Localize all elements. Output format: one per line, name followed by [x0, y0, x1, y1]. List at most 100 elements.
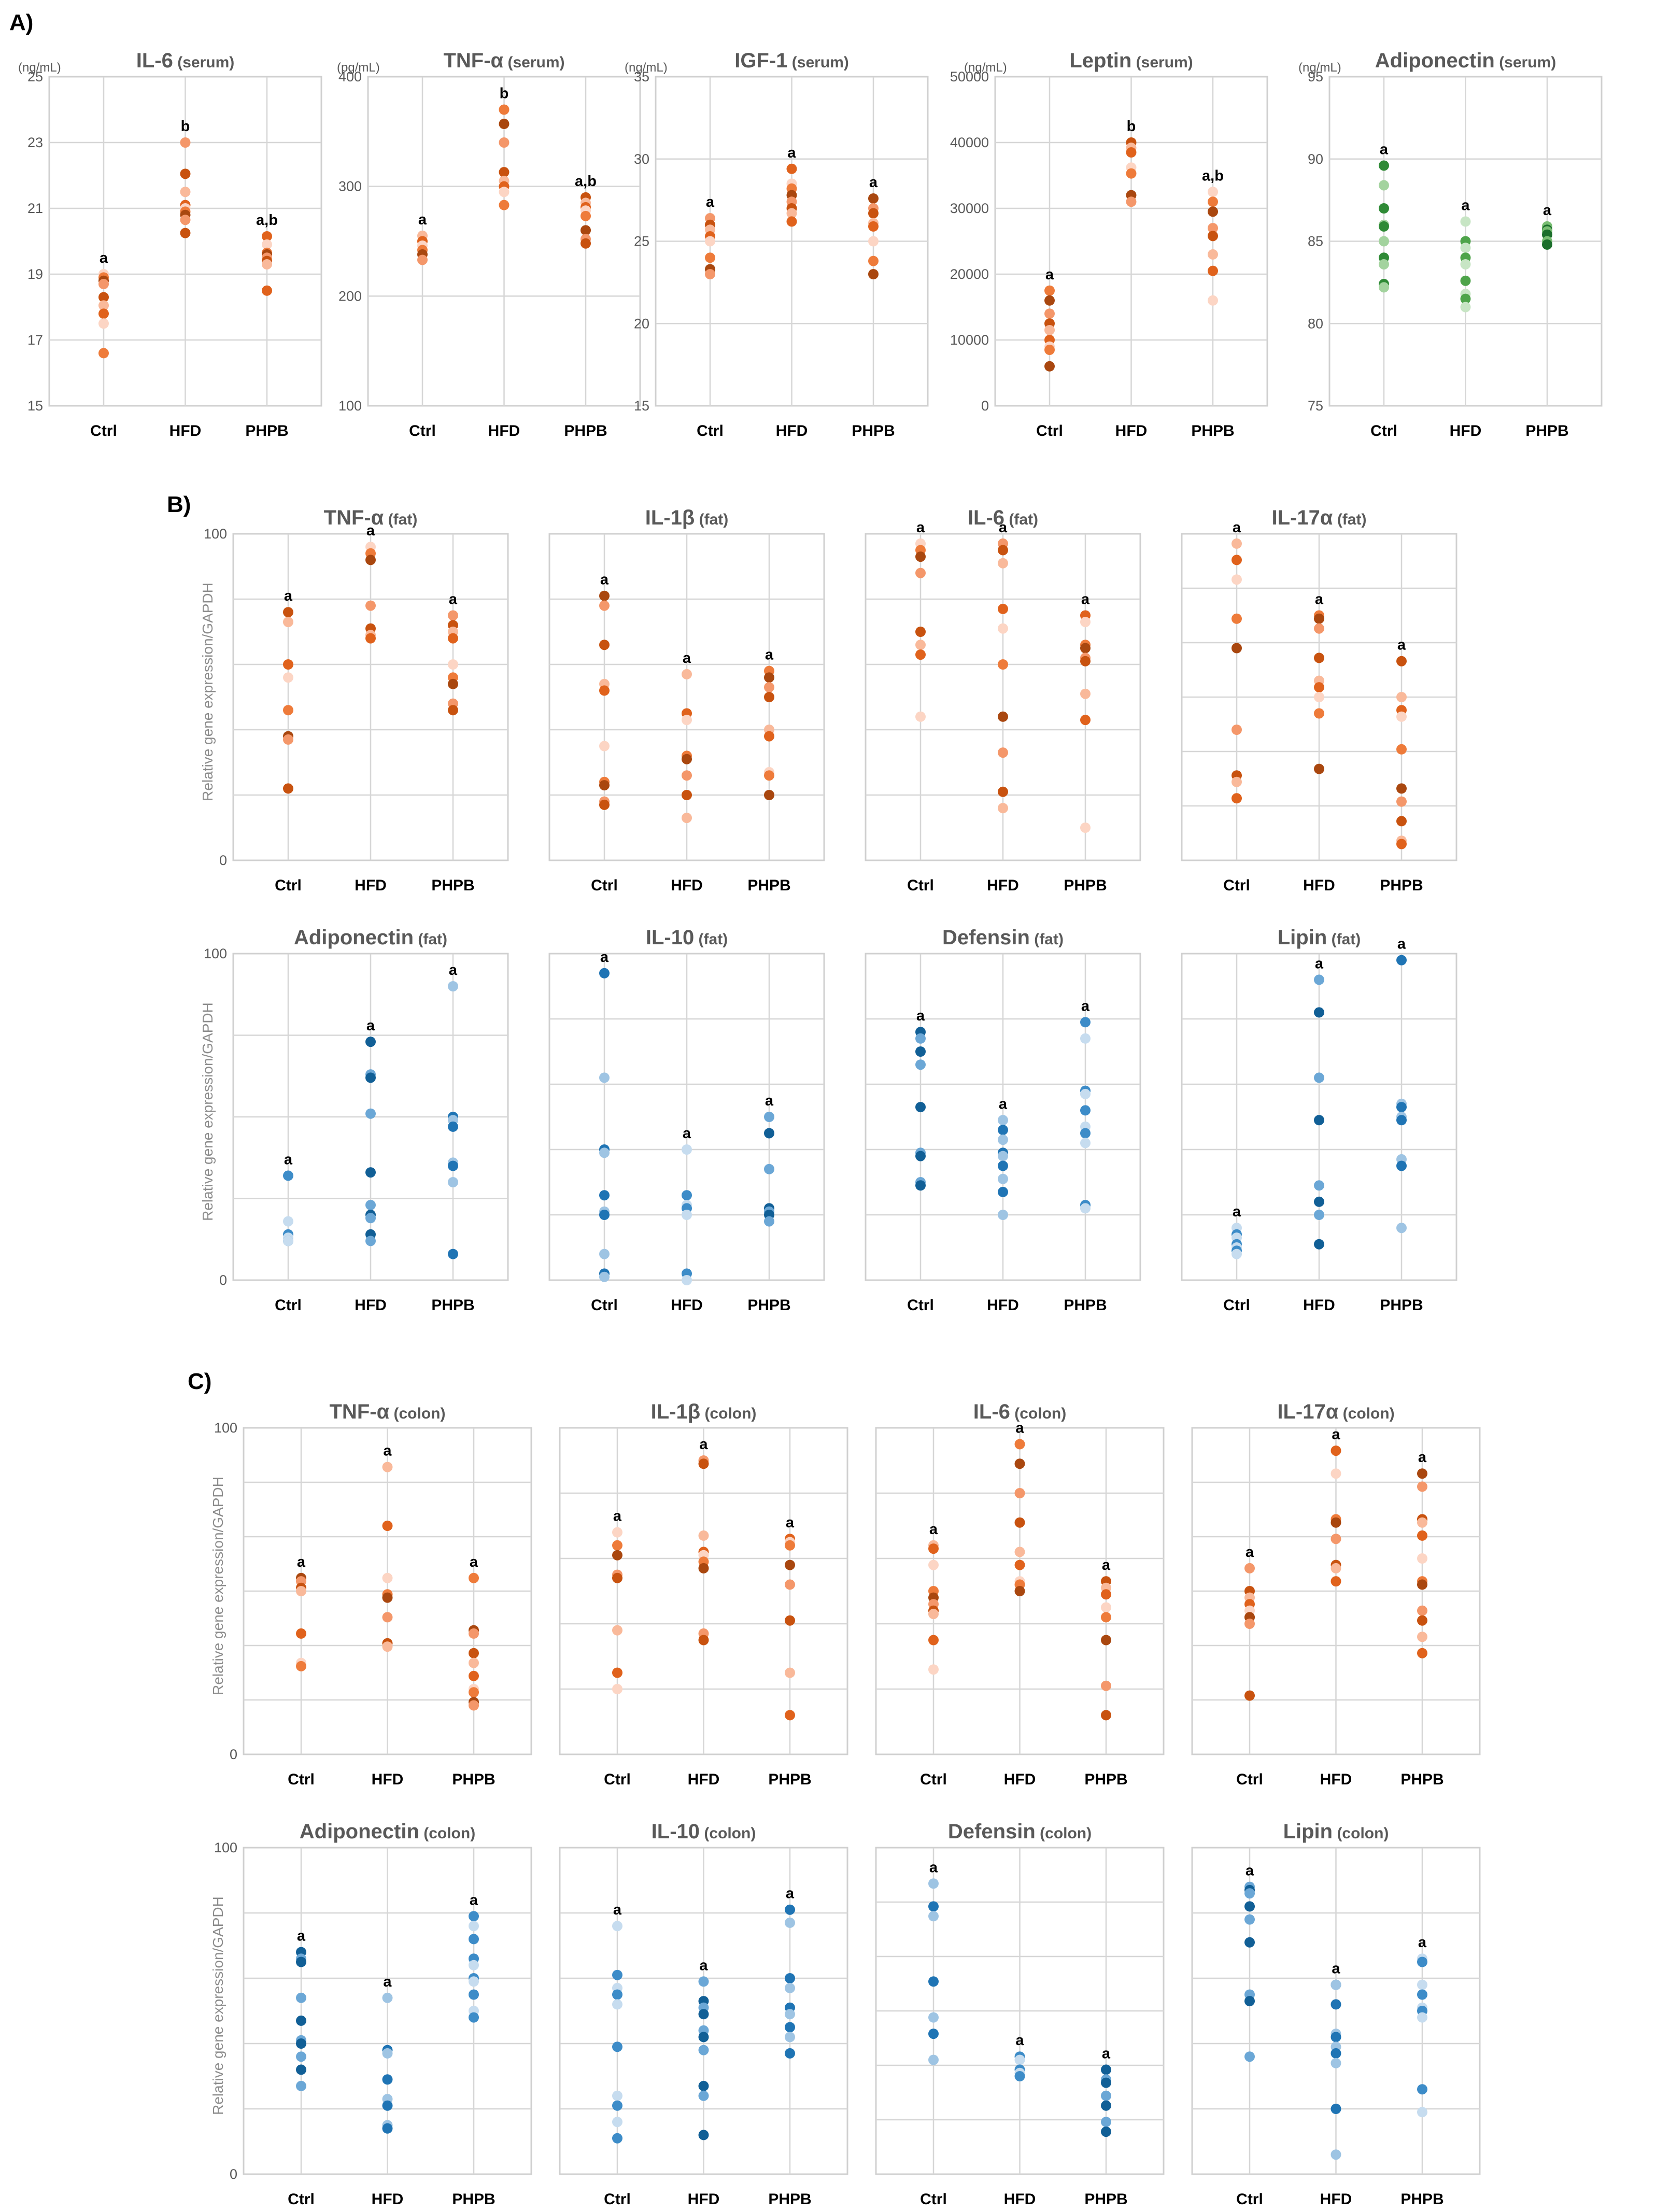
- data-point: [448, 1177, 458, 1187]
- chart-title-sub: (serum): [1131, 54, 1193, 71]
- chart-title: IL-17α (fat): [1272, 506, 1367, 529]
- y-tick-label: 100: [214, 1420, 237, 1436]
- chart-title-sub: (fat): [695, 511, 728, 528]
- data-point: [1014, 1488, 1025, 1498]
- data-point: [98, 308, 109, 319]
- data-point: [868, 269, 879, 279]
- data-point: [1080, 1033, 1091, 1044]
- data-point: [469, 1911, 479, 1922]
- significance-label: a: [683, 650, 691, 667]
- data-point: [1101, 2090, 1111, 2101]
- unit-label: (ng/mL): [964, 61, 1007, 75]
- data-point: [928, 2012, 939, 2023]
- data-point: [1331, 2104, 1341, 2114]
- data-point: [698, 2130, 709, 2140]
- data-point: [283, 607, 293, 618]
- data-point: [998, 1160, 1008, 1171]
- data-point: [365, 1037, 376, 1047]
- significance-label: a: [929, 1521, 938, 1538]
- unit-label: (ng/mL): [18, 61, 61, 75]
- data-point: [786, 216, 797, 227]
- data-point: [928, 1901, 939, 1912]
- significance-label: a: [418, 211, 427, 228]
- significance-label: a: [999, 519, 1008, 536]
- data-point: [698, 1563, 709, 1573]
- data-point: [1417, 1553, 1427, 1564]
- data-point: [612, 1625, 622, 1636]
- data-point: [1232, 574, 1242, 585]
- x-category-label: HFD: [488, 422, 520, 439]
- data-point: [915, 627, 926, 637]
- x-category-label: PHPB: [747, 1297, 790, 1314]
- chart-title: Leptin (serum): [1069, 49, 1193, 72]
- data-point: [1396, 839, 1407, 849]
- chart-title-sub: (serum): [173, 54, 234, 71]
- chart-5: Adiponectin (serum) (ng/mL) 75 80 85 90 95 Ctrl…: [1298, 49, 1603, 439]
- data-point: [928, 1664, 939, 1675]
- data-point: [1314, 613, 1324, 624]
- chart-title: Adiponectin (serum): [1375, 49, 1556, 72]
- significance-label: a: [683, 1125, 691, 1142]
- data-point: [283, 734, 293, 745]
- x-category-label: Ctrl: [288, 2191, 315, 2208]
- significance-label: a: [1233, 519, 1241, 536]
- x-category-label: HFD: [688, 2191, 720, 2208]
- chart-title-sub: (serum): [1495, 54, 1556, 71]
- chart-title-main: IGF-1: [734, 49, 787, 72]
- y-axis-label: Relative gene expression/GAPDH: [200, 1002, 216, 1221]
- data-point: [1244, 1619, 1255, 1629]
- x-category-label: Ctrl: [907, 1297, 934, 1314]
- data-point: [1232, 776, 1242, 787]
- data-point: [764, 731, 774, 742]
- data-point: [1044, 345, 1055, 356]
- significance-label: a: [699, 1957, 708, 1974]
- data-point: [1379, 236, 1389, 247]
- data-point: [1101, 1635, 1111, 1646]
- data-point: [998, 1186, 1008, 1197]
- data-point: [1460, 302, 1471, 313]
- chart-title-main: Defensin: [948, 1820, 1036, 1843]
- y-tick-label: 100: [204, 946, 227, 961]
- data-point: [1014, 1586, 1025, 1596]
- y-tick-label: 0: [230, 2166, 237, 2182]
- chart-title-main: IL-17α: [1272, 506, 1333, 529]
- data-point: [599, 780, 610, 791]
- x-category-label: Ctrl: [920, 1771, 947, 1788]
- data-point: [283, 1236, 293, 1246]
- data-point: [915, 568, 926, 578]
- significance-label: a,b: [1202, 167, 1224, 184]
- y-axis-label: Relative gene expression/GAPDH: [200, 583, 216, 801]
- y-tick-label: 25: [634, 234, 649, 249]
- significance-label: a: [613, 1902, 622, 1918]
- significance-label: a: [1418, 1934, 1427, 1951]
- chart-13: Lipin (fat) Ctrl HFD PHPB a a a: [1181, 926, 1457, 1314]
- data-point: [998, 747, 1008, 758]
- y-axis-label: Relative gene expression/GAPDH: [210, 1477, 226, 1695]
- data-point: [1379, 160, 1389, 171]
- data-point: [785, 1540, 795, 1551]
- data-point: [698, 1976, 709, 1987]
- data-point: [998, 711, 1008, 722]
- data-point: [469, 1921, 479, 1932]
- data-point: [448, 633, 458, 644]
- y-tick-label: 75: [1308, 398, 1323, 414]
- x-category-label: HFD: [688, 1771, 720, 1788]
- data-point: [599, 640, 610, 650]
- significance-label: a: [470, 1892, 478, 1908]
- data-point: [1208, 265, 1218, 276]
- data-point: [928, 1543, 939, 1554]
- significance-label: a: [600, 949, 609, 966]
- data-point: [915, 1180, 926, 1191]
- chart-title-sub: (colon): [1036, 1825, 1092, 1842]
- data-point: [1101, 1602, 1111, 1613]
- data-point: [1314, 1196, 1324, 1207]
- data-point: [599, 968, 610, 979]
- chart-title-main: IL-6: [968, 506, 1004, 529]
- data-point: [180, 168, 191, 179]
- data-point: [98, 318, 109, 329]
- data-point: [698, 2045, 709, 2055]
- x-category-label: Ctrl: [604, 2191, 631, 2208]
- data-point: [1396, 1102, 1407, 1113]
- x-category-label: PHPB: [564, 422, 607, 439]
- x-category-label: Ctrl: [409, 422, 436, 439]
